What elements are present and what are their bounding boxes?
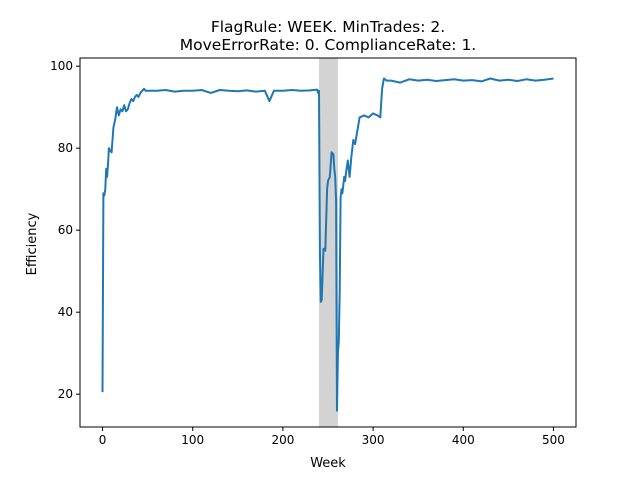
series-line-0 — [101, 77, 554, 412]
axes-frame — [79, 57, 577, 428]
chart-title-line-1: FlagRule: WEEK. MinTrades: 2. — [211, 18, 445, 36]
x-tick-label: 200 — [271, 433, 294, 447]
x-axis-label: Week — [310, 456, 346, 471]
shaded-region — [318, 58, 338, 427]
y-axis-label: Efficiency — [25, 212, 40, 275]
y-tick-label: 20 — [58, 387, 73, 401]
x-tick-label: 100 — [181, 433, 204, 447]
plot-area: 0 100 200 300 400 500 20 40 60 80 100 — [50, 57, 577, 447]
y-tick-label: 40 — [58, 305, 73, 319]
y-tick-label: 60 — [58, 223, 73, 237]
x-tick-label: 400 — [452, 433, 475, 447]
x-tick-label: 500 — [542, 433, 565, 447]
x-tick-label: 0 — [99, 433, 107, 447]
chart-title-line-2: MoveErrorRate: 0. ComplianceRate: 1. — [180, 36, 476, 54]
y-tick-label: 80 — [58, 141, 73, 155]
y-tick-label: 100 — [50, 59, 73, 73]
x-tick-label: 300 — [362, 433, 385, 447]
